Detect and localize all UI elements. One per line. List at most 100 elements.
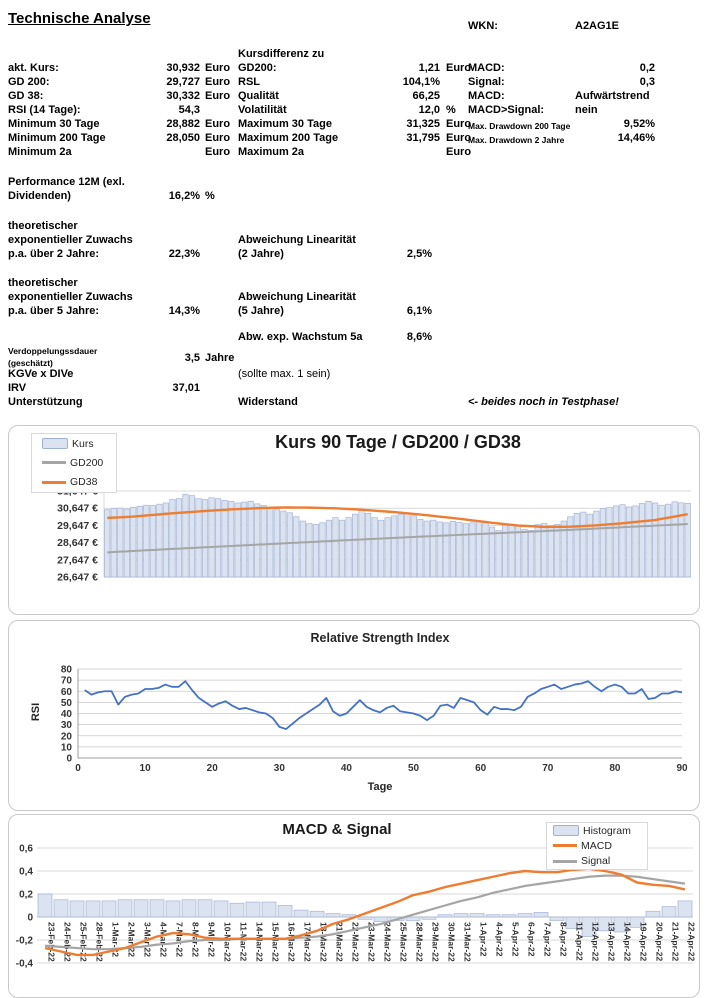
kurs-bar [671, 501, 678, 578]
kurs-bar [580, 511, 587, 578]
kurs-bar [495, 530, 502, 578]
dd2a-label: Max. Drawdown 2 Jahre [468, 135, 565, 145]
kurs-bar [175, 498, 183, 578]
dd2a-value: 14,46% [617, 132, 655, 144]
histogram-bar [421, 916, 437, 920]
abw-exp-5a-value: 8,6% [406, 331, 432, 343]
kurs-bar [430, 519, 437, 578]
y-tick-label: 30,647 € [57, 503, 98, 515]
kurs-bar [286, 512, 293, 578]
kurs-bar [391, 515, 398, 578]
abw2-value: 2,5% [406, 248, 432, 260]
y-tick-label: 80 [61, 665, 73, 676]
y-tick-label: 0,6 [19, 844, 33, 855]
gd38-label: GD 38: [8, 90, 44, 102]
gd200-unit: Euro [205, 76, 231, 88]
x-tick-label: 1-Apr-22 [479, 922, 489, 957]
zuwachs2-label-2: exponentieller Zuwachs [8, 234, 133, 246]
kurs-bar [612, 505, 620, 578]
kurs-bar [528, 530, 535, 578]
kurs-bar [593, 510, 600, 578]
histogram-bar [629, 916, 645, 928]
x-tick-label: 7-Mar-22 [175, 922, 185, 957]
kurs-chart-title: Kurs 90 Tage / GD200 / GD38 [275, 432, 521, 452]
kurs-chart[interactable]: 31,647 €30,647 €29,647 €28,647 €27,647 €… [8, 425, 700, 615]
verdoppelung-label-1: Verdoppelungssdauer [8, 346, 98, 356]
x-tick-label: 50 [408, 763, 420, 774]
x-tick-label: 0 [75, 763, 81, 774]
x-tick-label: 30-Mar-22 [447, 922, 457, 962]
zuwachs2-label-3: p.a. über 2 Jahre: [8, 248, 100, 260]
y-tick-label: 28,647 € [57, 537, 98, 549]
kurs-bar [625, 506, 633, 578]
macd-chart-canvas: 0,6 0,4 0,2 0 -0,2 -0,4 23-Feb-22 24-Feb-22 25-F… [16, 844, 697, 970]
histogram-bar [117, 899, 133, 918]
x-tick-label: 10 [140, 763, 152, 774]
gd200-line [107, 523, 688, 554]
y-tick-label: 0 [27, 913, 33, 924]
histogram-bar [645, 910, 661, 918]
histogram-bar [533, 912, 549, 918]
max200-label: Maximum 200 Tage [238, 132, 339, 144]
min30-label: Minimum 30 Tage [8, 118, 100, 130]
histogram-bar [581, 916, 597, 937]
histogram-bar [613, 916, 629, 933]
volatilitaet-unit: % [446, 104, 456, 116]
kurs-bar [188, 495, 196, 578]
kurs-bar [488, 526, 496, 578]
rsi-y-axis-title: RSI [30, 702, 43, 722]
kurs-bar [228, 500, 235, 578]
kurs-bar [149, 505, 156, 578]
testphase-note: <- beides noch in Testphase! [468, 396, 619, 408]
histogram-bar [197, 899, 213, 918]
y-tick-label: 0 [66, 754, 72, 765]
x-tick-label: 2-Mar-22 [127, 922, 137, 957]
gd38-value: 30,332 [166, 90, 200, 102]
kurs-bar [417, 518, 424, 578]
x-tick-label: 10-Mar-22 [223, 922, 233, 962]
gd38-line-swatch [42, 480, 66, 484]
x-tick-label: 11-Mar-22 [239, 922, 249, 961]
kursdiff-gd200-label: GD200: [238, 62, 277, 74]
legend-label: Histogram [583, 824, 631, 837]
kurs-bar [195, 498, 202, 578]
abw2-label-2: (2 Jahre) [238, 248, 284, 260]
histogram-bar [501, 914, 517, 918]
y-tick-label: 0,4 [19, 867, 33, 878]
min30-unit: Euro [205, 118, 231, 130]
kurs-bar [254, 503, 261, 578]
histogram-bar [325, 913, 341, 918]
zuwachs2-label-1: theoretischer [8, 220, 78, 232]
kurs-bar [293, 516, 300, 578]
min30-value: 28,882 [166, 118, 200, 130]
widerstand-label: Widerstand [238, 396, 298, 408]
y-tick-label: 0,2 [19, 890, 33, 901]
histogram-bar [69, 900, 85, 918]
kurs-bar [117, 507, 124, 578]
kurs-bar [162, 502, 169, 578]
histogram-bar [133, 899, 149, 918]
kurs-bar [684, 502, 691, 578]
max200-value: 31,795 [406, 132, 440, 144]
gd200-line-swatch [42, 461, 66, 465]
kurs-bar [502, 524, 509, 578]
x-tick-label: 23-Feb-22 [47, 922, 57, 962]
x-tick-label: 14-Apr-22 [623, 922, 633, 961]
max2a-label: Maximum 2a [238, 146, 305, 158]
kursdiff-gd200-value: 1,21 [418, 62, 440, 74]
zuwachs5-label-2: exponentieller Zuwachs [8, 291, 133, 303]
macd-trend-label: MACD: [468, 90, 505, 102]
histogram-bar [293, 909, 309, 918]
irv-value: 37,01 [172, 382, 200, 394]
macd-chart[interactable]: 0,6 0,4 0,2 0 -0,2 -0,4 23-Feb-22 24-Feb-22 25-F… [8, 814, 700, 998]
x-tick-label: 1-Mar-22 [111, 922, 121, 957]
kurs-bar [554, 524, 561, 578]
abw5-label-2: (5 Jahre) [238, 305, 284, 317]
performance-label-2: Dividenden) [8, 190, 71, 202]
y-tick-label: 40 [61, 709, 73, 720]
x-tick-label: 40 [341, 763, 353, 774]
x-tick-label: 17-Mar-22 [303, 922, 313, 962]
rsi-chart[interactable]: 80 70 60 50 40 30 20 10 0 0 10 20 30 40 50 60 70 80 90 Rel… [8, 620, 700, 811]
kurs-bar [299, 520, 306, 578]
